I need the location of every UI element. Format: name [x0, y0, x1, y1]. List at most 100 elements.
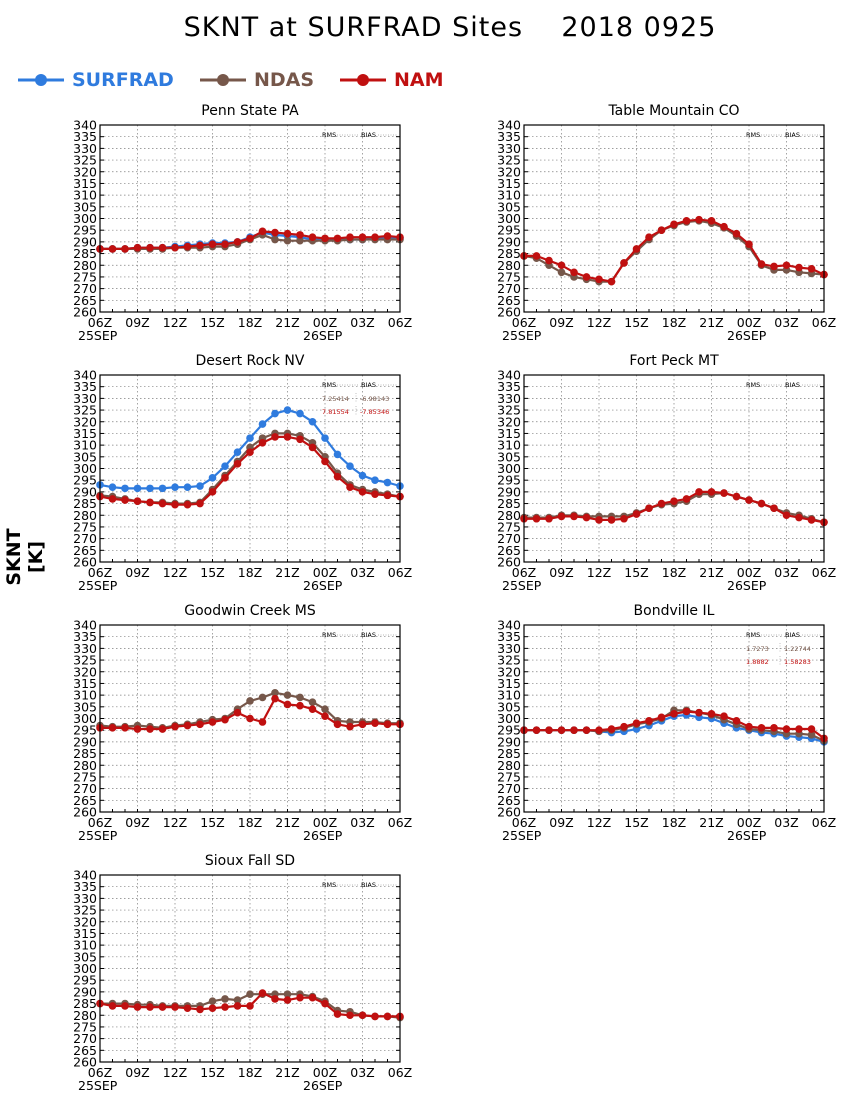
y-tick-label: 275 [73, 269, 97, 284]
data-point-nam [346, 722, 354, 731]
x-tick-label: 18Z [238, 315, 262, 330]
y-tick-label: 270 [497, 781, 521, 796]
y-tick-label: 285 [497, 246, 521, 261]
data-point-nam [271, 228, 279, 237]
data-point-ndas [221, 995, 229, 1003]
x-tick-label: 00Z [313, 565, 337, 580]
data-point-nam [333, 234, 342, 243]
data-point-nam [657, 713, 666, 722]
x-tick-label: 03Z [350, 1065, 374, 1080]
data-point-surfrad [283, 406, 292, 414]
data-point-nam [770, 262, 778, 271]
data-point-nam [595, 516, 603, 524]
y-tick-label: 290 [73, 234, 97, 249]
y-tick-label: 330 [497, 141, 521, 156]
data-point-surfrad [346, 462, 354, 470]
data-point-nam [283, 433, 292, 441]
data-point-nam [283, 229, 292, 238]
data-point-nam [371, 1012, 379, 1021]
data-point-surfrad [246, 434, 254, 442]
x-tick-label: 21Z [275, 565, 299, 580]
data-point-nam [745, 496, 753, 504]
y-tick-label: 265 [497, 793, 521, 808]
y-tick-label: 280 [497, 758, 521, 773]
y-tick-label: 325 [73, 903, 97, 918]
data-point-nam [807, 725, 816, 733]
data-point-ndas [321, 705, 329, 713]
y-tick-label: 320 [497, 664, 521, 679]
y-tick-label: 280 [73, 1008, 97, 1023]
y-tick-label: 260 [497, 805, 521, 820]
stats-bias-value: 1.58283 [784, 658, 811, 666]
x-tick-label: 12Z [163, 565, 187, 580]
x-tick-label: 15Z [200, 1065, 224, 1080]
data-point-nam [707, 488, 716, 496]
y-tick-label: 285 [73, 246, 97, 261]
y-tick-label: 295 [497, 723, 521, 738]
y-tick-label: 320 [497, 414, 521, 429]
y-tick-label: 295 [73, 473, 97, 488]
x-tick-label: 06Z [812, 565, 836, 580]
data-point-nam [146, 243, 154, 252]
data-point-nam [745, 240, 753, 249]
series-surfrad-desert-rock-nv [96, 406, 404, 493]
panel-table-mountain-co: Table Mountain CO 26026527027528028529029… [497, 103, 836, 343]
data-point-surfrad [308, 417, 317, 426]
y-tick-label: 265 [73, 293, 97, 308]
data-point-surfrad [208, 474, 217, 482]
data-point-nam [371, 719, 379, 727]
data-point-nam [745, 722, 753, 731]
y-tick-label: 325 [497, 653, 521, 668]
legend-label-nam: NAM [394, 69, 444, 91]
y-tick-label: 300 [73, 961, 97, 976]
y-tick-label: 315 [497, 426, 521, 441]
x-tick-label: 15Z [200, 315, 224, 330]
data-point-nam [246, 448, 254, 456]
plot-frame-table-mountain-co [523, 124, 825, 313]
x-tick-label: 18Z [238, 815, 262, 830]
y-tick-label: 305 [497, 449, 521, 464]
panel-title-sioux-fall-sd: Sioux Fall SD [205, 853, 295, 869]
data-point-surfrad [133, 484, 142, 493]
stats-rms-header: RMS [322, 881, 336, 889]
data-point-nam [346, 1011, 354, 1020]
stats-bias-header: BIAS [361, 381, 376, 389]
data-point-nam [657, 226, 666, 234]
y-tick-label: 315 [73, 426, 97, 441]
data-point-nam [720, 222, 728, 231]
data-point-surfrad [108, 483, 117, 492]
x-tick-label: 00Z [313, 315, 337, 330]
data-point-nam [308, 993, 317, 1002]
x-tick-label: 03Z [350, 565, 374, 580]
data-point-surfrad [271, 409, 279, 418]
data-point-nam [171, 1003, 179, 1011]
y-tick-label: 270 [73, 781, 97, 796]
data-point-nam [557, 726, 566, 734]
y-tick-label: 270 [73, 281, 97, 296]
data-point-nam [333, 1010, 342, 1018]
data-point-nam [258, 227, 267, 236]
x-tick-label: 12Z [163, 1065, 187, 1080]
x-tick-label: 03Z [774, 815, 798, 830]
data-point-nam [246, 714, 254, 723]
data-point-nam [183, 721, 192, 730]
y-tick-label: 330 [73, 891, 97, 906]
y-tick-label: 290 [73, 984, 97, 999]
panel-bondville-il: Bondville IL2602652702752802852902953003… [497, 603, 836, 843]
y-tick-label: 330 [497, 391, 521, 406]
date-label-start: 25SEP [78, 828, 118, 843]
data-point-nam [570, 512, 578, 521]
legend-label-ndas: NDAS [254, 69, 315, 91]
data-point-ndas [308, 698, 317, 706]
panel-title-fort-peck-mt: Fort Peck MT [629, 353, 719, 369]
x-tick-label: 03Z [774, 565, 798, 580]
y-tick-label: 340 [73, 868, 97, 883]
data-point-nam [582, 273, 591, 281]
y-tick-label: 260 [73, 1055, 97, 1070]
x-tick-label: 21Z [699, 315, 723, 330]
x-tick-label: 03Z [350, 315, 374, 330]
data-point-nam [358, 1011, 367, 1020]
data-point-surfrad [383, 478, 392, 487]
x-tick-label: 12Z [163, 315, 187, 330]
